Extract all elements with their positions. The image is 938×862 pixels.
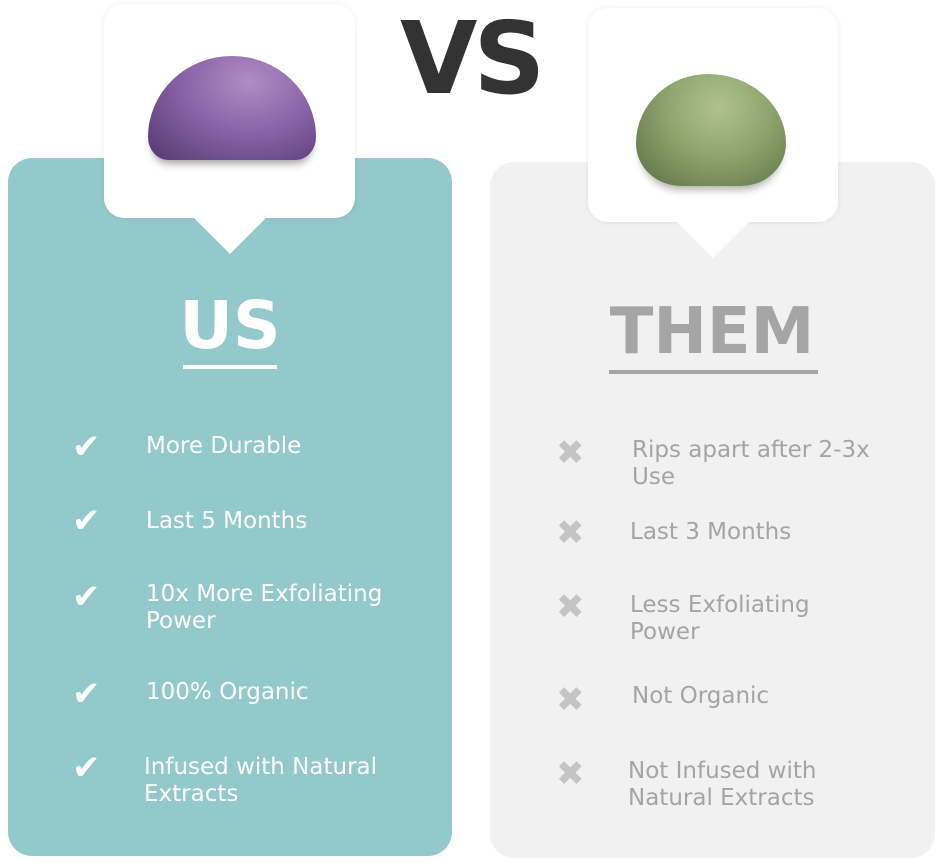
them-product-card xyxy=(588,8,838,258)
check-icon: ✔ xyxy=(72,674,101,714)
them-feature: Last 3 Months xyxy=(630,519,792,545)
us-feature: Last 5 Months xyxy=(146,508,308,534)
x-icon: ✖ xyxy=(556,587,585,627)
card-pointer xyxy=(675,220,751,258)
us-title: US xyxy=(179,287,281,364)
card-pointer xyxy=(191,216,268,254)
us-feature: More Durable xyxy=(146,433,302,459)
us-panel xyxy=(8,158,452,856)
check-icon: ✔ xyxy=(72,748,101,788)
them-title: THEM xyxy=(609,295,815,369)
us-feature: 10x More Exfoliating Power xyxy=(146,581,383,634)
them-panel xyxy=(490,162,935,858)
x-icon: ✖ xyxy=(556,680,585,720)
us-feature: 100% Organic xyxy=(146,679,309,705)
x-icon: ✖ xyxy=(556,513,585,553)
check-icon: ✔ xyxy=(72,501,101,541)
them-underline xyxy=(609,370,818,374)
x-icon: ✖ xyxy=(556,433,585,473)
them-feature: Rips apart after 2-3x Use xyxy=(632,437,870,490)
vs-label: VS xyxy=(400,0,545,117)
us-underline xyxy=(183,365,277,369)
us-product-card xyxy=(104,4,355,254)
green-sponge-image xyxy=(636,74,786,186)
check-icon: ✔ xyxy=(72,577,101,617)
x-icon: ✖ xyxy=(556,754,585,794)
them-feature: Not Organic xyxy=(632,683,770,709)
them-feature: Less Exfoliating Power xyxy=(630,592,810,645)
check-icon: ✔ xyxy=(72,427,101,467)
us-feature: Infused with Natural Extracts xyxy=(144,754,378,807)
them-feature: Not Infused with Natural Extracts xyxy=(628,758,817,811)
purple-sponge-image xyxy=(148,56,316,160)
